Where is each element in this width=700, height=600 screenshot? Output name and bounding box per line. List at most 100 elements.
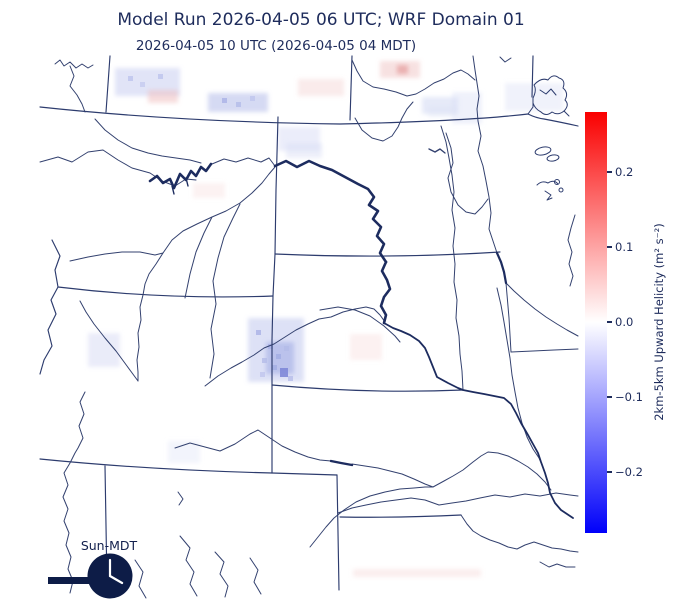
big-sioux-river (496, 287, 544, 468)
colorado-river-1 (179, 535, 198, 597)
colorbar-tick-label: −0.1 (615, 390, 643, 404)
sheyenne-river (445, 132, 489, 215)
green-river (62, 391, 86, 594)
white-river (319, 306, 401, 343)
big-stone-lake (495, 251, 508, 285)
ne-ks-border (339, 514, 462, 518)
helicity-patch (353, 569, 481, 577)
colorado-river-2 (214, 551, 229, 598)
colorbar-tick-mark (607, 471, 612, 473)
red-river (472, 55, 498, 254)
fort-peck-spurs (171, 177, 189, 195)
platte-river (351, 451, 552, 491)
helicity-patch (288, 376, 293, 381)
helicity-patch (260, 372, 265, 377)
mt-nd-border (274, 116, 279, 255)
sk-mb-border (349, 55, 353, 121)
colorbar-tick-label: 0.1 (615, 240, 634, 254)
republican-river (337, 492, 579, 514)
canada-river-topleft-south (69, 65, 86, 113)
helicity-patch (280, 368, 288, 377)
helicity-patch (272, 365, 277, 370)
helicity-patch (250, 96, 255, 101)
colorbar-tick-label: 0.2 (615, 165, 634, 179)
lower-red-lake (546, 154, 560, 162)
clock-timeline-bar (48, 577, 100, 584)
yellowstone-river (69, 166, 276, 262)
helicity-patch (428, 106, 456, 117)
helicity-patch (128, 76, 133, 81)
wind-river (79, 300, 139, 382)
helicity-patch (193, 183, 225, 198)
lake-oahe (379, 260, 392, 325)
bighorn-river (136, 252, 164, 382)
big-blue-river (460, 514, 579, 553)
wyoming-creek (177, 491, 184, 506)
helicity-patch (140, 82, 145, 87)
helicity-patch (236, 102, 241, 107)
helicity-field-layer (88, 61, 563, 577)
reservoirs (148, 159, 574, 519)
colorbar-tick-mark (607, 171, 612, 173)
colorbar (585, 112, 607, 533)
missouri-river-mid (211, 157, 276, 167)
mississippi-headwaters (567, 214, 576, 287)
lake-sakakawea (273, 159, 388, 264)
south-platte-river (309, 486, 434, 548)
canada-border-east (527, 113, 579, 127)
clock-icon (87, 553, 133, 599)
helicity-patch (286, 143, 322, 158)
james-river (440, 125, 464, 391)
minnesota-river (505, 282, 579, 337)
border-jog-northwest-angle (527, 97, 570, 117)
mt-id-border (39, 239, 61, 375)
colorbar-tick-label: 0.0 (615, 315, 634, 329)
lake-of-the-woods (532, 75, 568, 115)
ab-sk-border (105, 55, 111, 113)
minnesota-lake-1 (554, 179, 560, 185)
colorbar-tick-mark (607, 396, 612, 398)
lake-of-the-woods-inner (539, 88, 557, 96)
co-east-border (336, 474, 340, 591)
helicity-patch (262, 358, 267, 363)
upper-red-lake (534, 146, 552, 156)
helicity-patch (276, 354, 281, 359)
mt-sd-wy-east-border (271, 253, 276, 474)
helicity-patch (148, 90, 178, 103)
missouri-river-lower (383, 322, 574, 519)
mn-ia-border (510, 348, 579, 353)
river-by-clock (134, 559, 147, 599)
sun-mdt-label: Sun-MDT (80, 538, 138, 553)
canada-river-topleft (54, 59, 94, 69)
assiniboine-river (351, 59, 476, 97)
missouri-river-upper (39, 149, 197, 187)
minnesota-lake-2 (558, 187, 564, 193)
rivers (39, 55, 579, 599)
sd-ne-border (271, 384, 464, 392)
leech-lake-area (536, 180, 559, 201)
cheyenne-river (204, 306, 386, 387)
helicity-patch (158, 74, 163, 79)
colorado-river-3 (249, 557, 262, 595)
helicity-patch (268, 344, 273, 349)
north-platte-river (174, 429, 332, 462)
mb-on-border (531, 55, 534, 98)
wy-south-border (39, 458, 338, 476)
helicity-patch (284, 346, 289, 351)
powder-river (209, 203, 241, 379)
helicity-patch (256, 330, 261, 335)
kansas-river (539, 561, 576, 568)
figure-title: Model Run 2026-04-05 06 UTC; WRF Domain … (117, 10, 525, 30)
canada-river-topright (499, 56, 512, 63)
sd-mn-border-river (505, 282, 512, 353)
helicity-patch (350, 334, 382, 360)
devils-lake (428, 148, 446, 154)
helicity-patch (168, 441, 200, 463)
fort-peck-lake (148, 162, 213, 190)
lakes (527, 75, 570, 201)
helicity-patch (222, 98, 227, 103)
helicity-patch (298, 79, 344, 96)
helicity-patch (397, 65, 408, 74)
